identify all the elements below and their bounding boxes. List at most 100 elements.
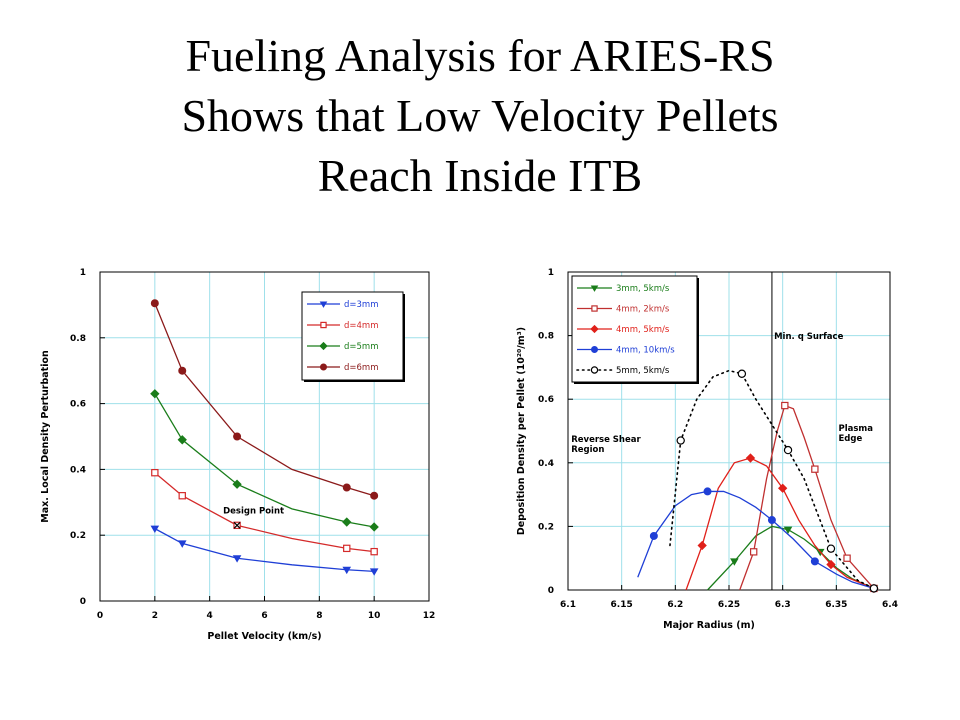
data-point bbox=[826, 544, 836, 553]
x-tick-label: 12 bbox=[423, 611, 436, 621]
x-axis-label: Pellet Velocity (km/s) bbox=[207, 631, 321, 642]
series-line bbox=[707, 525, 875, 591]
x-tick-label: 6.15 bbox=[611, 600, 633, 610]
legend-box bbox=[301, 291, 404, 381]
legend-marker bbox=[590, 366, 599, 374]
data-point bbox=[232, 555, 242, 563]
y-tick-label: 0.4 bbox=[70, 465, 86, 475]
data-point bbox=[369, 568, 379, 576]
legend-label: 3mm, 5km/s bbox=[616, 284, 670, 294]
series-4 bbox=[669, 369, 879, 593]
y-tick-label: 1 bbox=[548, 268, 554, 278]
series-2 bbox=[685, 453, 879, 594]
data-point bbox=[177, 435, 187, 445]
legend-label: 4mm, 5km/s bbox=[616, 325, 670, 335]
legend-label: d=4mm bbox=[344, 321, 379, 331]
design-point-label: Design Point bbox=[223, 506, 284, 516]
data-point bbox=[370, 491, 379, 500]
region-annotation: Region bbox=[571, 445, 604, 455]
legend-marker bbox=[591, 345, 599, 353]
data-point bbox=[343, 544, 351, 553]
x-tick-label: 6.3 bbox=[775, 600, 791, 610]
data-point bbox=[745, 453, 756, 463]
x-tick-label: 0 bbox=[97, 611, 103, 621]
y-tick-label: 0 bbox=[80, 597, 86, 607]
legend-label: 4mm, 10km/s bbox=[616, 346, 675, 356]
design-point-marker bbox=[233, 521, 241, 529]
y-axis-label: Max. Local Density Perturbation bbox=[40, 350, 51, 523]
legend-marker bbox=[319, 363, 327, 371]
legend-marker bbox=[591, 305, 598, 312]
legend-box bbox=[571, 275, 698, 383]
series-line bbox=[154, 303, 375, 497]
y-tick-label: 0 bbox=[548, 586, 554, 596]
data-point bbox=[811, 465, 819, 473]
data-point bbox=[649, 531, 658, 540]
series-3 bbox=[150, 299, 379, 500]
series-line bbox=[669, 369, 875, 590]
data-point bbox=[703, 487, 712, 496]
series-line bbox=[154, 393, 375, 528]
data-point bbox=[342, 517, 352, 527]
x-axis-label: Major Radius (m) bbox=[663, 620, 755, 631]
series-line bbox=[685, 457, 875, 591]
y-tick-label: 1 bbox=[80, 268, 86, 278]
data-point bbox=[843, 554, 851, 562]
x-tick-label: 6.2 bbox=[667, 600, 683, 610]
legend: 3mm, 5km/s 4mm, 2km/s 4mm, 5km/s 4mm, 10km/… bbox=[571, 275, 699, 384]
legend-marker bbox=[590, 285, 599, 292]
data-point bbox=[233, 432, 242, 441]
legend-label: d=5mm bbox=[344, 342, 379, 352]
data-point bbox=[778, 483, 788, 493]
region-annotation: Min. q Surface bbox=[774, 332, 843, 342]
data-point bbox=[730, 558, 739, 566]
data-point bbox=[232, 479, 242, 489]
data-point bbox=[810, 557, 819, 566]
data-point bbox=[151, 468, 159, 477]
legend-marker bbox=[319, 301, 328, 308]
y-tick-label: 0.2 bbox=[538, 522, 554, 532]
slide-title: Fueling Analysis for ARIES-RS Shows that… bbox=[0, 26, 960, 206]
y-tick-label: 0.8 bbox=[70, 334, 86, 344]
x-tick-label: 6.25 bbox=[718, 600, 740, 610]
series-0 bbox=[150, 525, 379, 576]
y-tick-label: 0.2 bbox=[70, 531, 86, 541]
data-point bbox=[783, 445, 793, 455]
series-2 bbox=[150, 389, 379, 532]
series-3 bbox=[637, 487, 878, 593]
data-point bbox=[737, 369, 747, 378]
series-1 bbox=[739, 401, 878, 593]
legend: d=3mm d=4mm d=5mm d=6mm bbox=[301, 291, 405, 382]
series-line bbox=[739, 404, 875, 591]
legend-marker bbox=[319, 341, 328, 351]
legend-marker bbox=[320, 321, 327, 329]
y-tick-label: 0.6 bbox=[538, 395, 554, 405]
data-point bbox=[869, 584, 879, 593]
title-line-2: Shows that Low Velocity Pellets bbox=[181, 90, 779, 141]
data-point bbox=[150, 525, 160, 534]
data-point bbox=[826, 559, 836, 570]
data-point bbox=[342, 483, 351, 492]
x-tick-label: 6 bbox=[261, 611, 267, 621]
data-point bbox=[676, 436, 685, 445]
x-tick-label: 10 bbox=[368, 611, 381, 621]
data-point bbox=[150, 389, 160, 399]
region-annotation: Edge bbox=[838, 434, 862, 444]
data-point bbox=[369, 522, 379, 532]
x-tick-label: 4 bbox=[207, 611, 213, 621]
y-tick-label: 0.6 bbox=[70, 400, 86, 410]
legend-label: d=6mm bbox=[344, 363, 379, 373]
x-tick-label: 6.35 bbox=[825, 600, 847, 610]
data-point bbox=[781, 401, 789, 410]
data-point bbox=[370, 547, 378, 556]
data-point bbox=[178, 366, 187, 375]
y-tick-label: 0.4 bbox=[538, 459, 554, 469]
x-tick-label: 6.1 bbox=[560, 600, 576, 610]
data-point bbox=[697, 540, 707, 551]
x-tick-label: 6.4 bbox=[882, 600, 898, 610]
series-line bbox=[154, 472, 375, 553]
legend-label: 5mm, 5km/s bbox=[616, 366, 670, 376]
data-point bbox=[767, 516, 776, 525]
data-point bbox=[342, 566, 352, 575]
